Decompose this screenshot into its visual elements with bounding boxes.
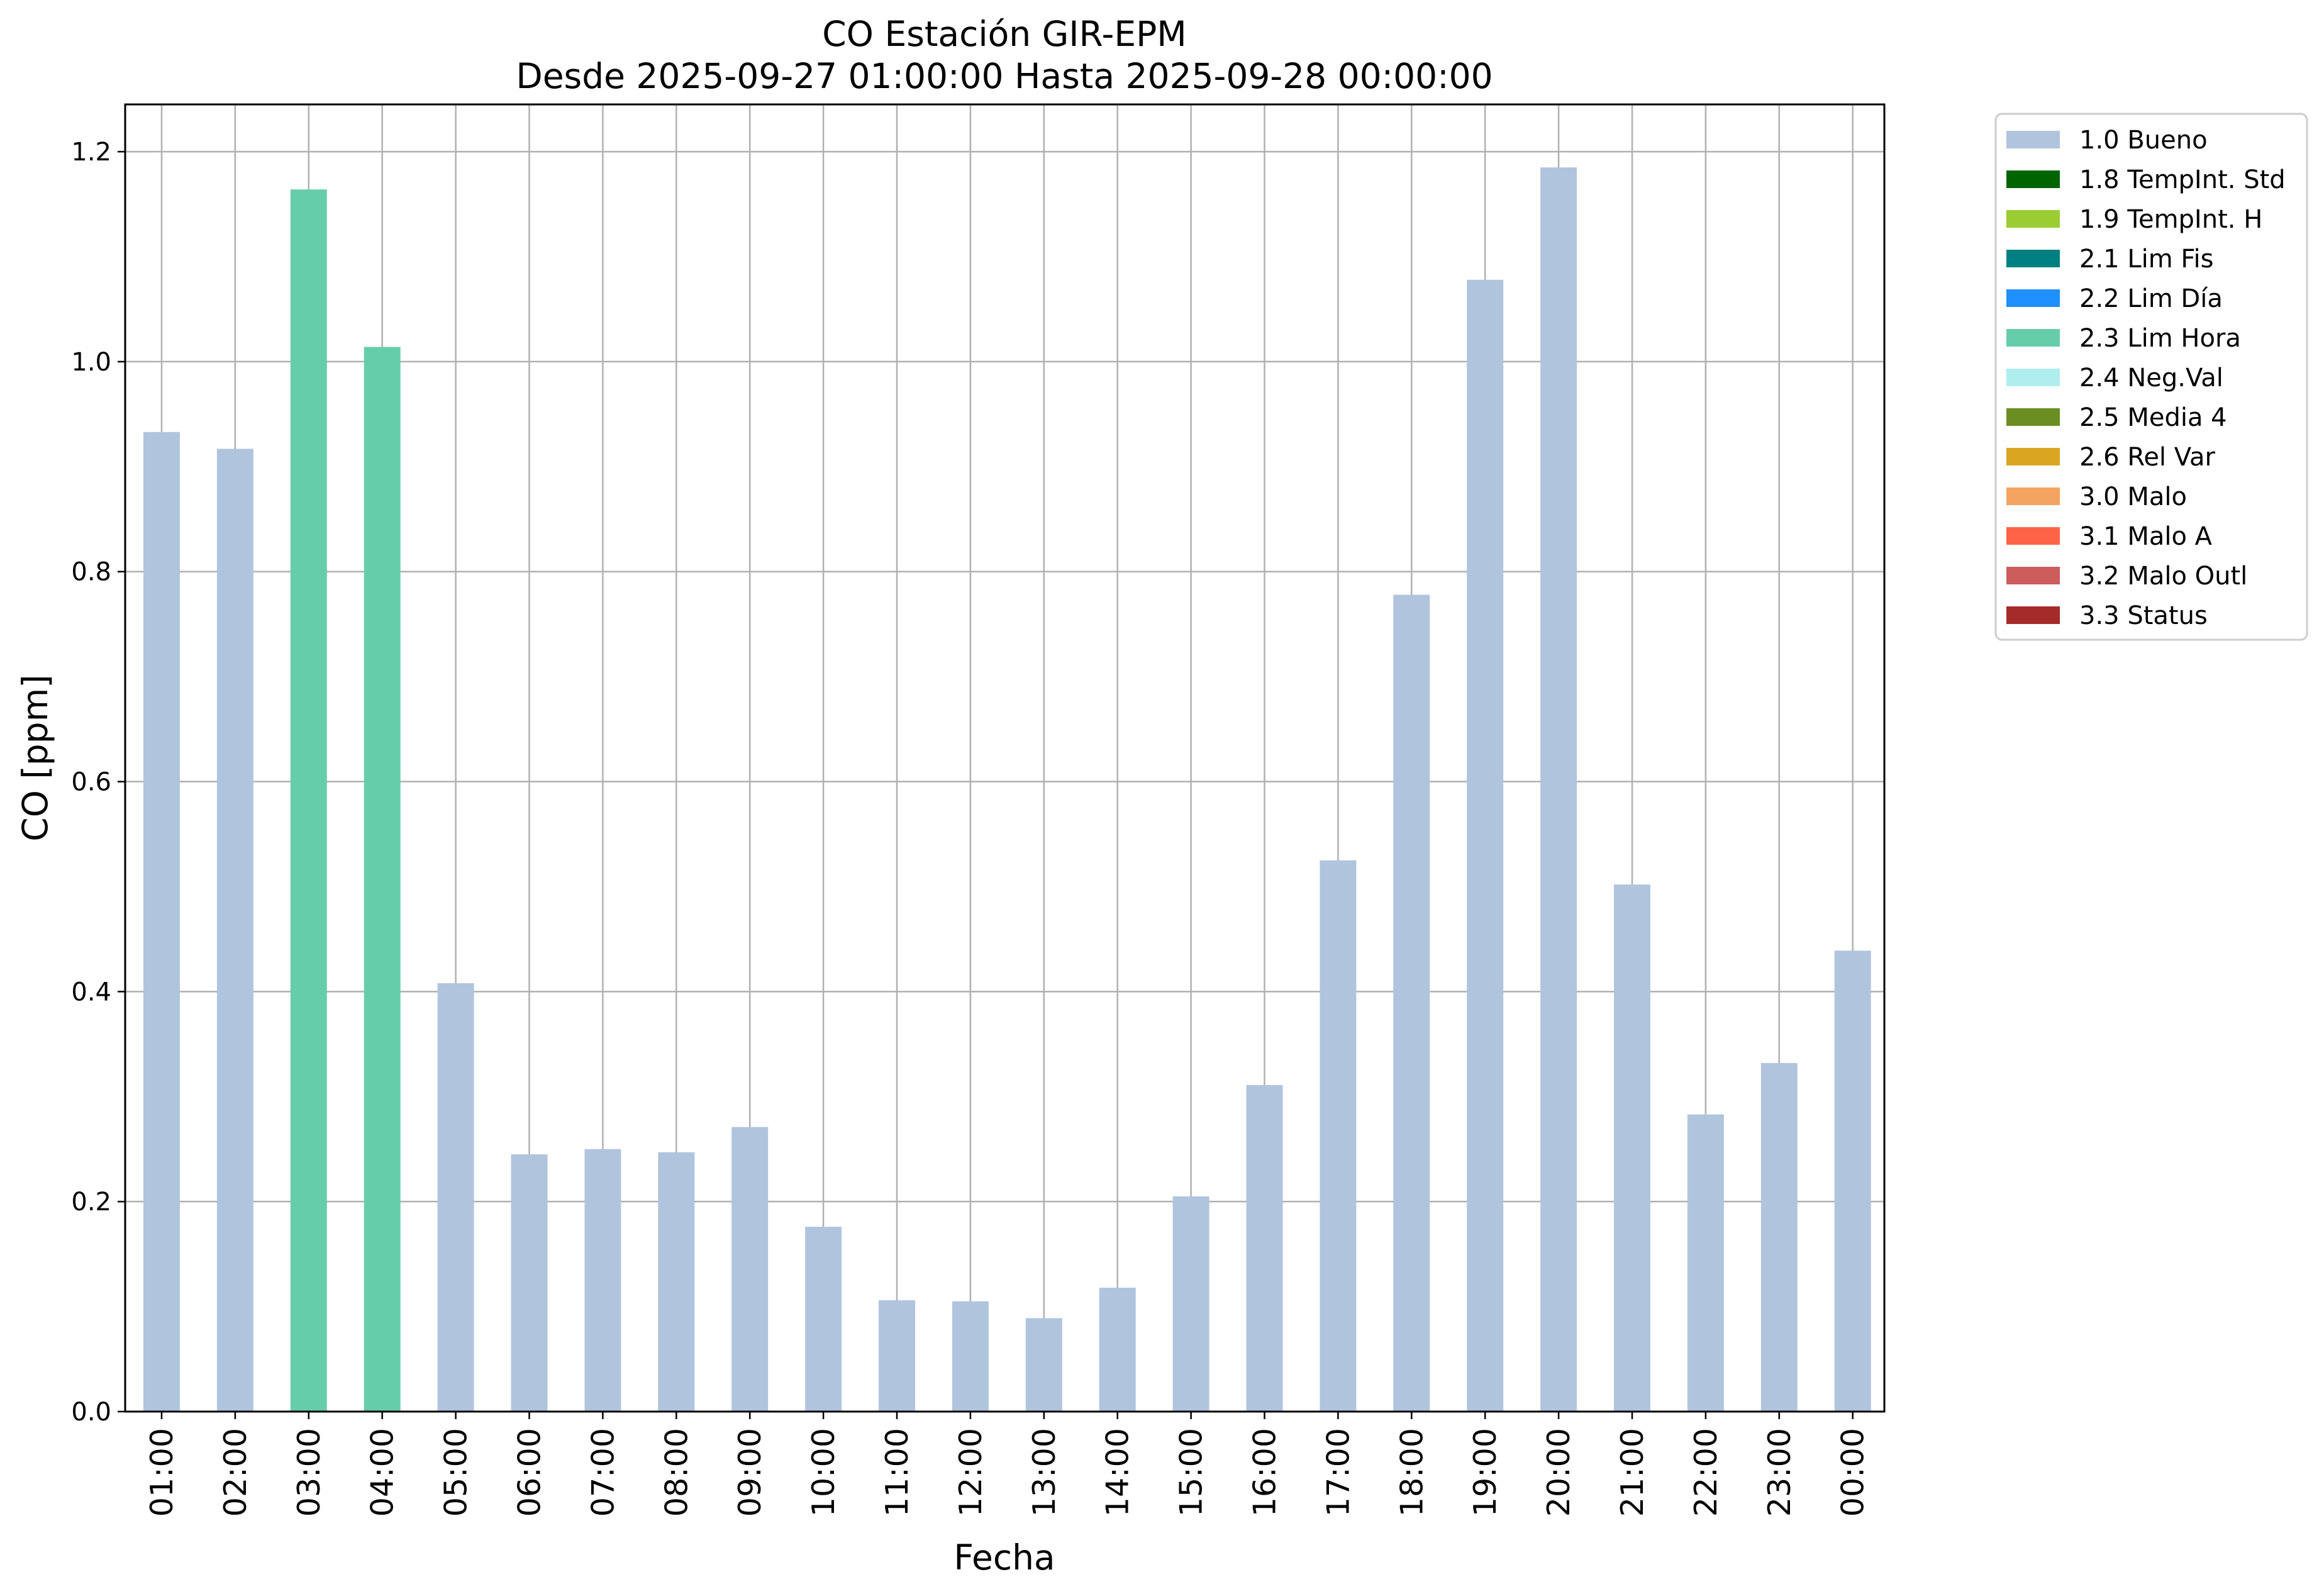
legend-swatch: [2006, 289, 2060, 307]
legend-box: [1994, 113, 2308, 641]
x-tick-label: 14:00: [1100, 1428, 1136, 1517]
legend-swatch: [2006, 250, 2060, 267]
x-tick-label: 03:00: [291, 1428, 327, 1517]
legend-label: 3.1 Malo A: [2079, 522, 2213, 551]
y-tick-label: 0.8: [71, 558, 111, 587]
x-axis-ticks: 01:00 02:00 03:00 04:00 05:00 06:00 07:00 08:00…: [144, 1412, 1871, 1517]
legend-swatch: [2006, 488, 2060, 505]
legend-label: 2.1 Lim Fis: [2079, 245, 2213, 274]
legend-swatch: [2006, 448, 2060, 465]
bar-1200: [952, 1301, 989, 1412]
x-tick-label: 07:00: [585, 1428, 621, 1517]
x-axis-label: Fecha: [954, 1537, 1055, 1578]
bar-1100: [879, 1300, 915, 1412]
legend-label: 2.5 Media 4: [2079, 403, 2227, 432]
x-tick-label: 12:00: [953, 1428, 989, 1517]
bar-0400: [364, 347, 401, 1412]
bar-1500: [1172, 1196, 1209, 1412]
bars: [143, 167, 1871, 1412]
bar-2000: [1540, 167, 1577, 1412]
x-tick-label: 06:00: [512, 1428, 548, 1517]
bar-0300: [290, 189, 327, 1412]
legend-label: 1.0 Bueno: [2079, 126, 2208, 155]
legend-label: 3.3 Status: [2079, 601, 2208, 630]
legend-swatch: [2006, 527, 2060, 545]
legend-swatch: [2006, 369, 2060, 386]
y-tick-label: 0.0: [71, 1398, 111, 1427]
x-tick-label: 16:00: [1247, 1428, 1283, 1517]
x-tick-label: 08:00: [659, 1428, 694, 1517]
bar-0700: [584, 1149, 621, 1412]
legend-label: 1.8 TempInt. Std: [2079, 165, 2286, 194]
legend-label: 2.3 Lim Hora: [2079, 324, 2241, 353]
chart-subtitle: Desde 2025-09-27 01:00:00 Hasta 2025-09-…: [516, 56, 1493, 96]
y-tick-label: 1.0: [71, 348, 111, 377]
x-tick-label: 04:00: [365, 1428, 401, 1517]
bar-1300: [1025, 1318, 1062, 1412]
y-axis-ticks: 0.0 0.2 0.4 0.6 0.8 1.0 1.2: [71, 138, 125, 1427]
legend-label: 3.0 Malo: [2079, 482, 2187, 511]
bar-0000: [1834, 950, 1871, 1412]
legend-label: 1.9 TempInt. H: [2079, 205, 2262, 234]
bar-1400: [1099, 1288, 1136, 1412]
legend-label: 2.2 Lim Día: [2079, 284, 2223, 313]
bar-2300: [1760, 1062, 1798, 1412]
x-tick-label: 17:00: [1320, 1428, 1356, 1517]
plot-frame: [124, 103, 1886, 1413]
bar-0200: [216, 449, 253, 1412]
legend-swatch: [2006, 606, 2060, 624]
x-tick-label: 09:00: [732, 1428, 768, 1517]
bar-1900: [1467, 279, 1504, 1412]
legend-label: 2.4 Neg.Val: [2079, 364, 2223, 393]
legend-swatch: [2006, 210, 2060, 228]
legend-label: 3.2 Malo Outl: [2079, 562, 2247, 591]
bar-1700: [1320, 860, 1357, 1412]
x-tick-label: 22:00: [1688, 1428, 1724, 1517]
bar-0900: [731, 1127, 769, 1412]
bar-1800: [1393, 594, 1430, 1412]
y-tick-label: 0.6: [71, 768, 111, 797]
bar-0800: [658, 1152, 695, 1412]
legend-entries: 1.0 Bueno 1.8 TempInt. Std 1.9 TempInt. H 2…: [2006, 126, 2286, 630]
bar-0600: [511, 1154, 548, 1412]
x-tick-label: 13:00: [1026, 1428, 1062, 1517]
x-tick-label: 19:00: [1467, 1428, 1503, 1517]
x-tick-label: 18:00: [1394, 1428, 1430, 1517]
x-tick-label: 23:00: [1762, 1428, 1798, 1517]
y-tick-label: 0.2: [71, 1188, 111, 1217]
bar-2100: [1614, 884, 1650, 1412]
x-tick-label: 05:00: [438, 1428, 474, 1517]
bar-1600: [1246, 1084, 1283, 1412]
x-tick-label: 00:00: [1835, 1428, 1871, 1517]
y-tick-label: 0.4: [71, 978, 111, 1006]
bar-0100: [143, 432, 180, 1412]
legend-swatch: [2006, 567, 2060, 584]
y-tick-label: 1.2: [71, 138, 111, 167]
legend-label: 2.6 Rel Var: [2079, 443, 2216, 472]
y-axis-label: CO [ppm]: [15, 674, 55, 842]
x-tick-label: 02:00: [218, 1428, 253, 1517]
legend: 1.0 Bueno 1.8 TempInt. Std 1.9 TempInt. H 2…: [1994, 113, 2308, 641]
legend-swatch: [2006, 131, 2060, 148]
x-tick-label: 10:00: [806, 1428, 842, 1517]
x-tick-label: 11:00: [879, 1428, 915, 1517]
legend-swatch: [2006, 170, 2060, 188]
bar-1000: [805, 1227, 842, 1412]
chart-title: CO Estación GIR-EPM: [822, 14, 1186, 54]
x-tick-label: 20:00: [1541, 1428, 1577, 1517]
x-tick-label: 15:00: [1174, 1428, 1209, 1517]
x-tick-label: 01:00: [144, 1428, 180, 1517]
legend-swatch: [2006, 408, 2060, 426]
bar-0500: [437, 983, 474, 1412]
bar-2200: [1687, 1114, 1724, 1412]
x-tick-label: 21:00: [1615, 1428, 1650, 1517]
legend-swatch: [2006, 329, 2060, 347]
